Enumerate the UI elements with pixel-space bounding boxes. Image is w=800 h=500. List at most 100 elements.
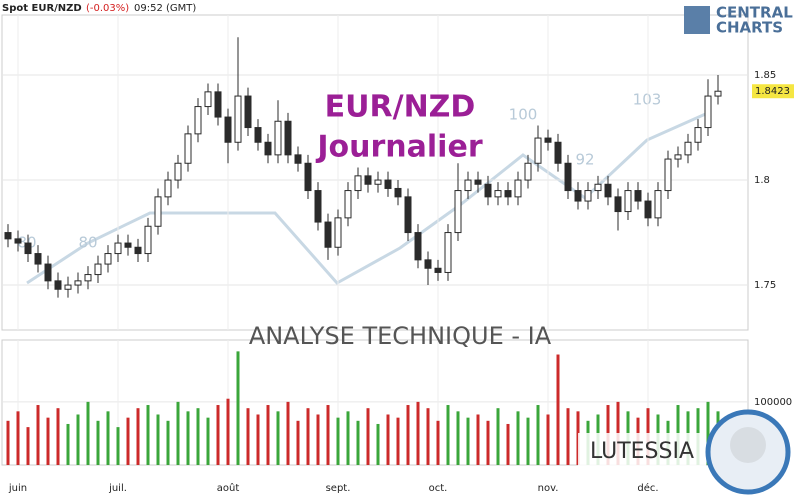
- candle-body: [274, 120, 282, 156]
- volume-bar: [276, 411, 280, 465]
- volume-bar: [186, 411, 190, 465]
- candle-body: [584, 190, 592, 202]
- x-tick-label: août: [217, 482, 240, 494]
- volume-bar: [346, 411, 350, 465]
- candle-body: [264, 141, 272, 156]
- volume-bar: [296, 420, 300, 465]
- last-price-label: 1.8423: [755, 86, 790, 97]
- candle-body: [634, 190, 642, 202]
- volume-bar: [566, 408, 570, 465]
- volume-bar: [386, 414, 390, 465]
- candle-body: [44, 263, 52, 282]
- x-tick-label: oct.: [429, 483, 448, 494]
- candle-body: [644, 200, 652, 219]
- watermark-period: Journalier: [315, 130, 482, 165]
- candle-body: [244, 95, 252, 129]
- volume-bar: [476, 414, 480, 465]
- volume-bar: [416, 401, 420, 465]
- logo-icon: [684, 6, 710, 34]
- candle-body: [174, 162, 182, 181]
- candle-body: [364, 175, 372, 185]
- logo-text: CENTRAL: [716, 4, 793, 22]
- candle-body: [574, 190, 582, 202]
- price-panel: [1, 14, 749, 331]
- volume-bar: [116, 427, 120, 465]
- candle-body: [434, 267, 442, 273]
- candle-body: [164, 179, 172, 198]
- candle-body: [134, 246, 142, 255]
- candle-body: [484, 183, 492, 198]
- volume-bar: [266, 405, 270, 465]
- volume-bar: [306, 408, 310, 465]
- y-tick-label: 1.75: [754, 280, 776, 291]
- volume-bar: [206, 417, 210, 465]
- y-tick-label: 1.8: [754, 175, 770, 186]
- candle-body: [404, 196, 412, 234]
- candle-body: [524, 162, 532, 181]
- volume-bar: [706, 401, 710, 465]
- volume-bar: [126, 417, 130, 465]
- volume-bar: [426, 408, 430, 465]
- volume-bar: [236, 351, 240, 465]
- candle-body: [214, 91, 222, 118]
- candle-body: [554, 141, 562, 164]
- annotations: 80 80 100 92 103: [17, 91, 661, 252]
- candle-body: [254, 127, 262, 143]
- volume-panel: [1, 339, 749, 466]
- watermark-pair: EUR/NZD: [325, 90, 476, 125]
- candle-body: [64, 284, 72, 290]
- volume-bar: [146, 405, 150, 465]
- candle-body: [324, 221, 332, 248]
- volume-bar: [456, 411, 460, 465]
- volume-bar: [556, 354, 560, 465]
- candle-body: [694, 127, 702, 143]
- candle-body: [394, 187, 402, 198]
- time: 09:52 (GMT): [134, 3, 196, 14]
- candle-body: [654, 190, 662, 219]
- volume-bar: [56, 408, 60, 465]
- volume-bar: [396, 417, 400, 465]
- volume-bar: [376, 423, 380, 465]
- watermark-analysis: ANALYSE TECHNIQUE - IA: [249, 322, 552, 350]
- volume-bar: [76, 414, 80, 465]
- candle-body: [344, 190, 352, 219]
- candle-body: [34, 253, 42, 265]
- candle-body: [594, 183, 602, 192]
- candle-body: [604, 183, 612, 198]
- candle-body: [314, 190, 322, 223]
- volume-bar: [136, 408, 140, 465]
- volume-bar: [216, 405, 220, 465]
- candle-body: [354, 175, 362, 192]
- candle-body: [14, 238, 22, 244]
- candle-body: [704, 95, 712, 129]
- candle-body: [4, 232, 12, 240]
- candle-body: [194, 106, 202, 135]
- candle-body: [124, 242, 132, 248]
- candle-body: [204, 91, 212, 108]
- candle-body: [24, 242, 32, 255]
- candle-body: [514, 179, 522, 198]
- volume-bar: [436, 420, 440, 465]
- candle-body: [104, 253, 112, 265]
- volume-bar: [336, 417, 340, 465]
- candle-body: [624, 190, 632, 213]
- candle-body: [154, 196, 162, 227]
- annotation: 100: [509, 106, 538, 124]
- volume-bar: [86, 401, 90, 465]
- candle-body: [424, 259, 432, 269]
- volume-bar: [466, 417, 470, 465]
- candle-body: [234, 95, 242, 143]
- change: (-0.03%): [86, 3, 129, 14]
- candle-body: [474, 179, 482, 185]
- candle-body: [564, 162, 572, 192]
- annotation: 92: [575, 151, 594, 169]
- volume-bar: [6, 420, 10, 465]
- annotation: 80: [78, 234, 97, 252]
- y-tick-label: 1.85: [754, 70, 776, 81]
- volume-bar: [246, 408, 250, 465]
- volume-bar: [316, 414, 320, 465]
- volume-bar: [406, 405, 410, 465]
- x-tick-label: juin: [8, 483, 27, 494]
- volume-bar: [536, 405, 540, 465]
